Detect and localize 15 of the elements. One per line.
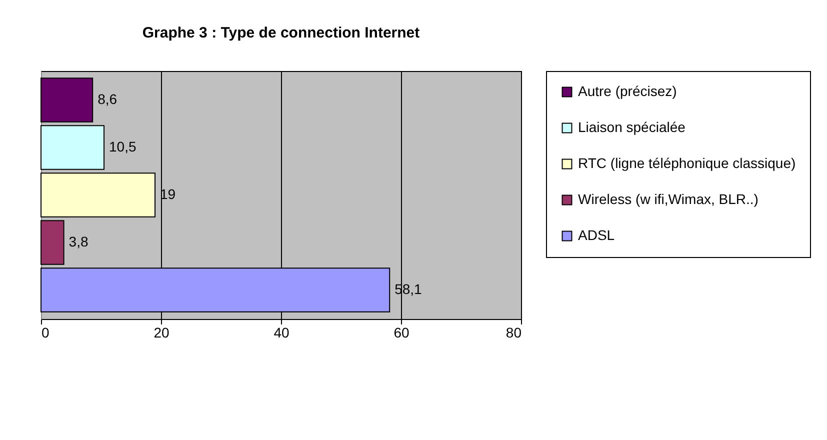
x-tick-label: 0 [42, 324, 50, 340]
legend-label: Autre (précisez) [578, 83, 677, 99]
legend-label: ADSL [578, 227, 615, 243]
chart-title: Graphe 3 : Type de connection Internet [142, 24, 420, 42]
x-tick-label: 20 [154, 324, 170, 340]
data-label: 10,5 [109, 138, 136, 154]
x-tick-label: 60 [394, 324, 410, 340]
data-label: 3,8 [68, 234, 88, 250]
legend-label: Wireless (w ifi,Wimax, BLR..) [578, 191, 758, 207]
data-label: 8,6 [98, 90, 118, 107]
legend-label: Liaison spécialée [578, 119, 686, 135]
x-tick-label: 80 [506, 324, 522, 340]
data-label: 19 [160, 186, 176, 202]
x-tick-label: 40 [274, 324, 290, 340]
legend-label: RTC (ligne téléphonique classique) [578, 155, 796, 171]
